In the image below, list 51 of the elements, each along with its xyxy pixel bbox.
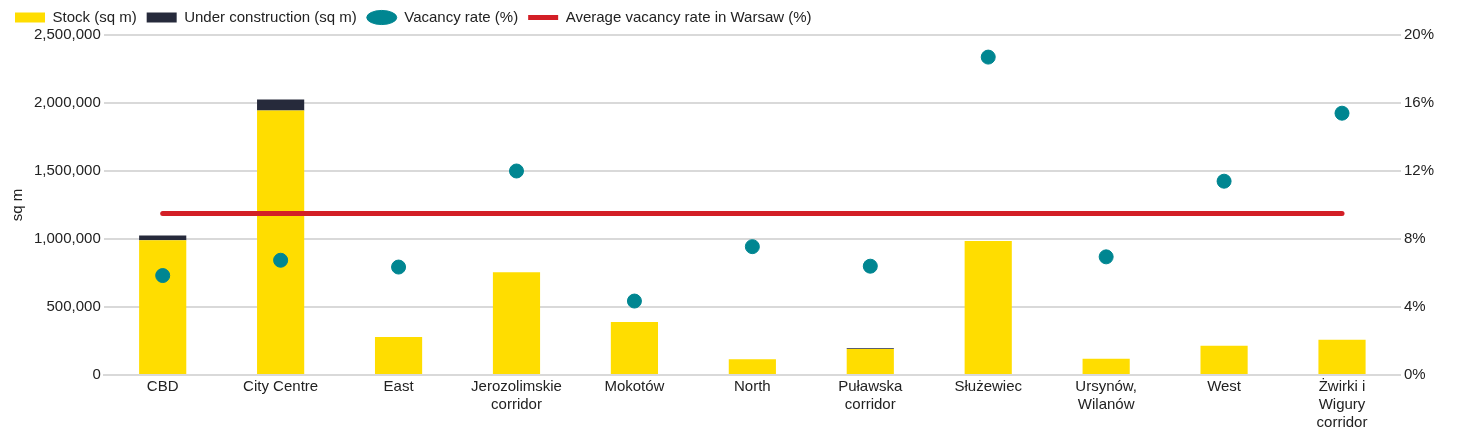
bar <box>1082 358 1130 374</box>
point <box>508 163 524 179</box>
bar <box>257 110 305 374</box>
point <box>155 268 171 284</box>
bar <box>1318 339 1366 374</box>
bar <box>728 359 776 374</box>
x-tick-label: CBD <box>146 377 179 395</box>
point <box>744 239 760 255</box>
bar <box>257 99 305 111</box>
x-tick-label: Jerozolimskie corridor <box>471 377 562 413</box>
point <box>1098 249 1114 265</box>
point <box>1216 173 1232 189</box>
y2-tick-label: 4% <box>1403 297 1426 315</box>
point <box>980 49 996 65</box>
x-tick-label: West <box>1207 377 1242 395</box>
x-tick-label: Żwirki i Wigury corridor <box>1316 377 1368 431</box>
y2-tick-label: 0% <box>1403 365 1426 383</box>
y-tick-label: 2,500,000 <box>34 25 101 43</box>
x-tick-label: Puławska corridor <box>838 377 904 413</box>
bar <box>1200 345 1248 374</box>
x-tick-label: Mokotów <box>604 377 665 395</box>
legend-label: Average vacancy rate in Warsaw (%) <box>565 7 812 25</box>
bar <box>139 240 187 374</box>
y2-tick-label: 20% <box>1403 25 1435 43</box>
y2-tick-label: 16% <box>1403 93 1435 111</box>
legend-label: Under construction (sq m) <box>184 7 357 25</box>
y-tick-label: 1,500,000 <box>34 161 101 179</box>
x-tick-label: City Centre <box>243 377 319 395</box>
point <box>862 258 878 274</box>
y-axis-title: sq m <box>8 188 26 222</box>
y-tick-label: 1,000,000 <box>34 229 101 247</box>
legend-label: Vacancy rate (%) <box>404 7 519 25</box>
x-tick-label: North <box>734 377 771 395</box>
y-tick-label: 0 <box>92 365 101 383</box>
y2-tick-label: 12% <box>1403 161 1435 179</box>
legend-label: Stock (sq m) <box>52 7 137 25</box>
y-tick-label: 500,000 <box>46 297 101 315</box>
point <box>626 293 642 309</box>
y2-tick-label: 8% <box>1403 229 1426 247</box>
x-tick-label: Służewiec <box>954 377 1023 395</box>
point <box>1334 105 1350 121</box>
y-tick-label: 2,000,000 <box>34 93 101 111</box>
bar <box>846 348 894 374</box>
bar <box>492 272 541 374</box>
point <box>391 259 407 275</box>
x-tick-label: East <box>383 377 415 395</box>
bar <box>964 241 1012 374</box>
point <box>273 252 289 268</box>
bar <box>610 321 659 374</box>
bar <box>374 336 423 374</box>
x-tick-label: Ursynów, Wilanów <box>1075 377 1137 413</box>
